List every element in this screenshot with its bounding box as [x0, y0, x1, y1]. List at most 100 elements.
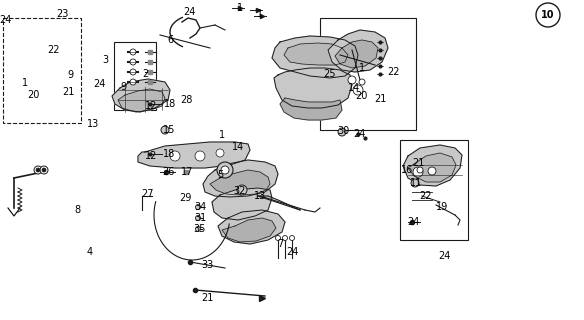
Text: 13: 13: [87, 119, 99, 129]
Polygon shape: [403, 145, 462, 186]
Text: 3: 3: [102, 55, 108, 65]
Text: 21: 21: [62, 87, 74, 97]
Bar: [3, 18, 81, 123]
Bar: [320, 18, 416, 130]
Polygon shape: [280, 98, 342, 120]
Text: 14: 14: [232, 142, 244, 152]
Polygon shape: [112, 79, 170, 112]
Text: 18: 18: [164, 99, 176, 109]
Polygon shape: [272, 36, 358, 78]
Circle shape: [237, 185, 247, 195]
Text: 29: 29: [179, 193, 191, 203]
Circle shape: [161, 126, 169, 134]
Text: 2: 2: [142, 69, 148, 79]
Polygon shape: [222, 218, 276, 242]
Circle shape: [359, 79, 365, 85]
Circle shape: [130, 59, 136, 65]
Text: 19: 19: [436, 202, 448, 212]
Polygon shape: [138, 142, 250, 168]
Circle shape: [283, 236, 287, 241]
Polygon shape: [218, 210, 285, 244]
Text: 28: 28: [180, 95, 192, 105]
Circle shape: [130, 69, 136, 75]
Circle shape: [196, 215, 200, 220]
Polygon shape: [118, 89, 165, 112]
Text: 4: 4: [87, 247, 93, 257]
Circle shape: [170, 151, 180, 161]
Circle shape: [290, 236, 294, 241]
Circle shape: [130, 49, 136, 55]
Circle shape: [536, 3, 560, 27]
Text: 24: 24: [93, 79, 105, 89]
Circle shape: [338, 128, 346, 136]
Text: 18: 18: [163, 149, 175, 159]
Text: 17: 17: [181, 167, 193, 177]
Text: 33: 33: [201, 260, 213, 270]
Text: 35: 35: [194, 224, 206, 234]
Text: 12: 12: [145, 151, 157, 161]
Circle shape: [428, 167, 436, 175]
Polygon shape: [212, 188, 272, 220]
Circle shape: [276, 236, 280, 241]
Bar: [114, 42, 156, 110]
Text: 23: 23: [56, 9, 68, 19]
Text: 26: 26: [162, 167, 174, 177]
Circle shape: [411, 179, 419, 187]
Text: 24: 24: [353, 129, 365, 139]
Polygon shape: [284, 43, 348, 65]
Text: 22: 22: [387, 67, 399, 77]
Circle shape: [196, 227, 200, 231]
Circle shape: [130, 79, 136, 85]
Text: 24: 24: [438, 251, 450, 261]
Circle shape: [217, 162, 233, 178]
Text: 1: 1: [22, 78, 28, 88]
Text: 20: 20: [27, 90, 39, 100]
Circle shape: [36, 168, 40, 172]
Circle shape: [221, 166, 229, 174]
Polygon shape: [210, 170, 270, 195]
Text: 25: 25: [324, 69, 336, 79]
Text: 13: 13: [254, 191, 266, 201]
Text: 1: 1: [359, 63, 365, 73]
Text: 22: 22: [48, 45, 60, 55]
Text: 24: 24: [286, 247, 298, 257]
Circle shape: [413, 167, 423, 177]
Text: 21: 21: [201, 293, 213, 303]
Text: 14: 14: [348, 83, 360, 93]
Text: 24: 24: [407, 217, 419, 227]
Text: 1: 1: [257, 9, 263, 19]
Text: 24: 24: [183, 7, 195, 17]
Polygon shape: [203, 160, 278, 197]
Bar: [400, 140, 468, 240]
Circle shape: [216, 149, 224, 157]
Text: 34: 34: [194, 202, 206, 212]
Text: 7: 7: [277, 239, 283, 249]
Text: 5: 5: [217, 170, 223, 180]
Text: 1: 1: [219, 130, 225, 140]
Text: 22: 22: [419, 191, 431, 201]
Text: 27: 27: [142, 189, 154, 199]
Text: 30: 30: [337, 126, 349, 136]
Circle shape: [348, 76, 356, 84]
Polygon shape: [408, 153, 456, 182]
Text: 32: 32: [234, 186, 246, 196]
Text: 21: 21: [412, 158, 424, 168]
Text: 20: 20: [355, 91, 367, 101]
Circle shape: [196, 204, 200, 210]
Text: 9: 9: [120, 82, 126, 92]
Polygon shape: [335, 40, 378, 68]
Circle shape: [40, 166, 48, 174]
Circle shape: [417, 167, 423, 173]
Circle shape: [195, 151, 205, 161]
Text: 21: 21: [374, 94, 386, 104]
Text: 12: 12: [145, 101, 157, 111]
Circle shape: [42, 168, 46, 172]
Circle shape: [34, 166, 42, 174]
Text: 16: 16: [401, 165, 413, 175]
Polygon shape: [328, 30, 388, 72]
Text: 1: 1: [237, 3, 243, 13]
Text: 31: 31: [194, 213, 206, 223]
Text: 11: 11: [410, 178, 422, 188]
Text: 8: 8: [74, 205, 80, 215]
Text: 24: 24: [0, 15, 11, 25]
